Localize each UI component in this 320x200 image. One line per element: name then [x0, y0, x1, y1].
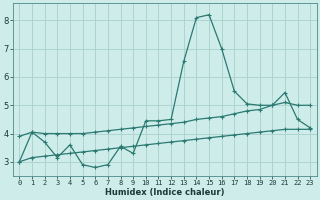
- X-axis label: Humidex (Indice chaleur): Humidex (Indice chaleur): [105, 188, 225, 197]
